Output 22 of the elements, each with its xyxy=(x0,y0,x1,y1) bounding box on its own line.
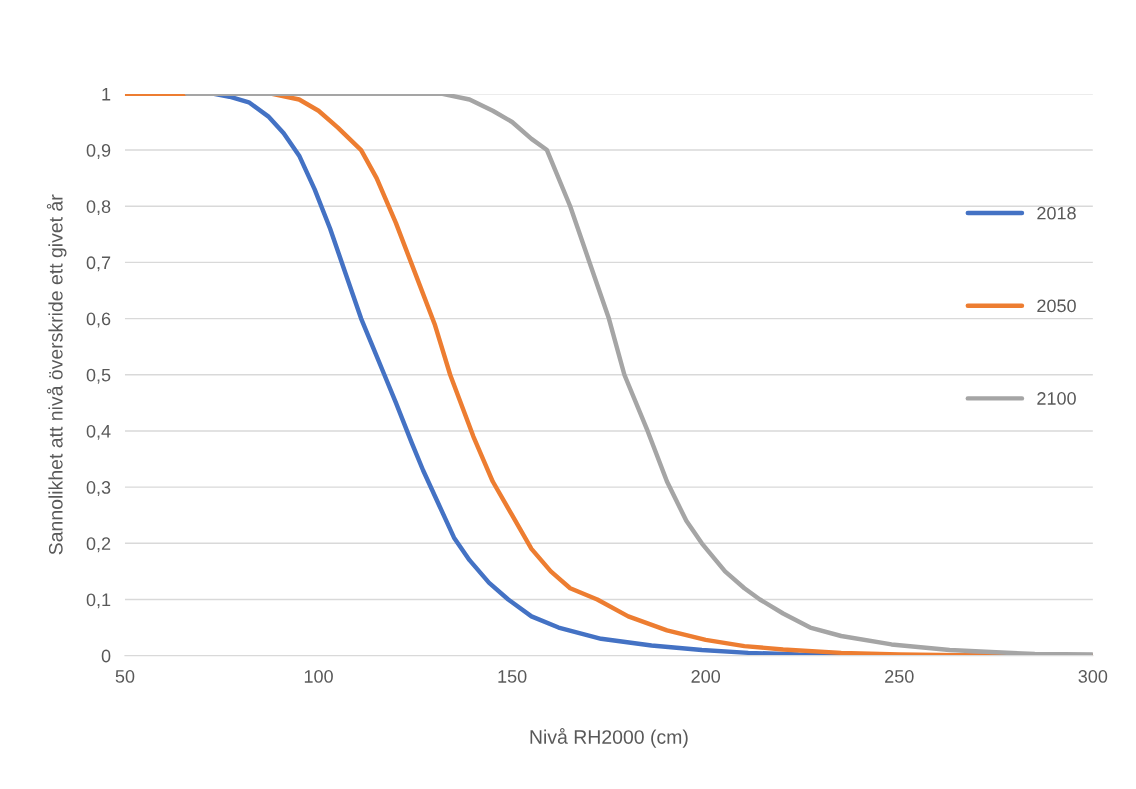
y-tick-label: 0,9 xyxy=(86,144,111,159)
legend-label: 2018 xyxy=(1037,206,1076,220)
y-tick-label: 0 xyxy=(101,649,111,663)
x-tick-label: 200 xyxy=(691,670,721,683)
x-axis-title: Nivå RH2000 (cm) xyxy=(530,728,688,748)
x-tick-label: 250 xyxy=(885,670,914,683)
x-tick-label: 300 xyxy=(1078,670,1108,683)
y-axis-title: Sannolikhet att nivå överskride ett givet år xyxy=(46,194,67,555)
x-tick-label: 50 xyxy=(115,670,135,683)
y-tick-label: 0,4 xyxy=(86,424,111,440)
y-tick-label: 0,7 xyxy=(86,256,111,272)
y-tick-label: 0,8 xyxy=(86,200,111,216)
y-tick-label: 0,2 xyxy=(86,537,111,553)
y-tick-label: 0,5 xyxy=(86,368,111,384)
y-tick-label: 0,6 xyxy=(86,312,111,328)
legend-label: 2100 xyxy=(1037,392,1076,405)
y-tick-label: 0,1 xyxy=(86,593,111,609)
y-tick-label: 1 xyxy=(102,88,111,101)
x-tick-label: 100 xyxy=(304,670,333,683)
legend-label: 2050 xyxy=(1037,299,1076,313)
y-tick-label: 0,3 xyxy=(86,481,111,496)
x-tick-label: 150 xyxy=(498,670,527,683)
